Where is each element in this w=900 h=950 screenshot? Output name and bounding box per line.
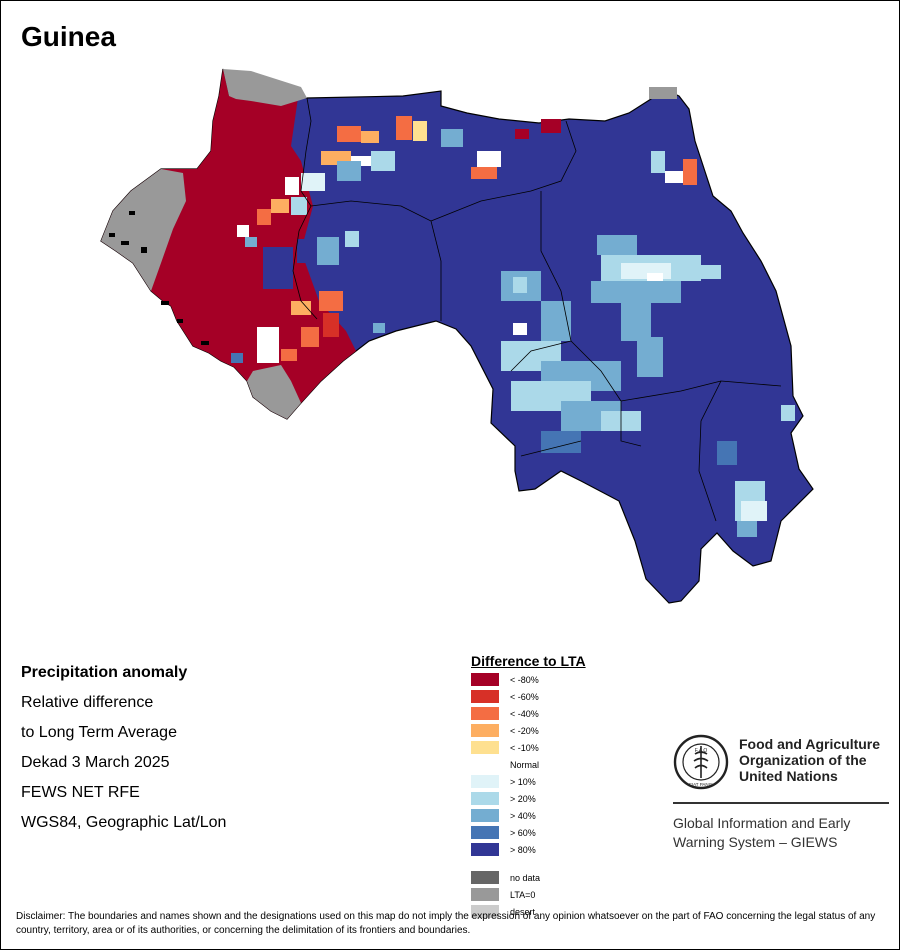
anomaly-patches	[231, 116, 697, 363]
legend-label: > 10%	[510, 777, 536, 787]
legend-swatch	[471, 775, 499, 788]
giews-name: Global Information and Early Warning Sys…	[673, 815, 851, 850]
legend-swatch	[471, 741, 499, 754]
legend-label: > 60%	[510, 828, 536, 838]
lta-zero-area-north	[223, 69, 307, 106]
legend-swatch	[471, 758, 499, 771]
info-line-reference: to Long Term Average	[21, 724, 177, 741]
admin-boundaries	[292, 97, 782, 522]
map-info: Precipitation anomaly Relative differenc…	[21, 658, 226, 838]
info-line-product: Precipitation anomaly	[21, 664, 188, 681]
fao-divider	[673, 802, 889, 804]
legend-swatch	[471, 888, 499, 901]
legend-swatch	[471, 792, 499, 805]
map-title: Guinea	[21, 21, 116, 52]
legend-swatch	[471, 905, 499, 918]
legend-title: Difference to LTA	[471, 653, 586, 669]
legend-label: desert	[510, 907, 536, 917]
legend-label: < -20%	[510, 726, 539, 736]
legend-swatch	[471, 673, 499, 686]
legend: Difference to LTA < -80% < -60% < -40% < -2…	[471, 653, 586, 918]
fao-organization-name: Food and Agriculture Organization of the…	[739, 736, 881, 784]
info-line-projection: WGS84, Geographic Lat/Lon	[21, 814, 227, 831]
fao-logo-icon: F A O FIAT PANIS	[673, 734, 729, 790]
legend-swatch	[471, 871, 499, 884]
legend-label: < -10%	[510, 743, 539, 753]
legend-swatch	[471, 826, 499, 839]
info-line-period: Dekad 3 March 2025	[21, 754, 170, 771]
legend-swatch	[471, 809, 499, 822]
legend-label: no data	[510, 873, 541, 883]
coastal-islands	[109, 211, 209, 345]
svg-text:FIAT PANIS: FIAT PANIS	[689, 782, 713, 787]
disclaimer: Disclaimer: The boundaries and names sho…	[16, 911, 876, 936]
legend-label: Normal	[510, 760, 540, 770]
legend-swatch	[471, 724, 499, 737]
svg-text:F A O: F A O	[695, 748, 708, 754]
info-line-measure: Relative difference	[21, 694, 154, 711]
legend-label: < -60%	[510, 692, 539, 702]
legend-swatch	[471, 843, 499, 856]
lta-zero-area-west	[101, 169, 186, 291]
lta-zero-area-south	[247, 365, 301, 419]
legend-swatch	[471, 690, 499, 703]
legend-label: > 20%	[510, 794, 536, 804]
legend-label: < -80%	[510, 675, 539, 685]
legend-swatch	[471, 707, 499, 720]
legend-label: < -40%	[510, 709, 539, 719]
legend-label: > 80%	[510, 845, 536, 855]
info-line-source: FEWS NET RFE	[21, 784, 140, 801]
legend-label: LTA=0	[510, 890, 536, 900]
moderate-wet-areas	[501, 235, 795, 537]
legend-label: > 40%	[510, 811, 536, 821]
